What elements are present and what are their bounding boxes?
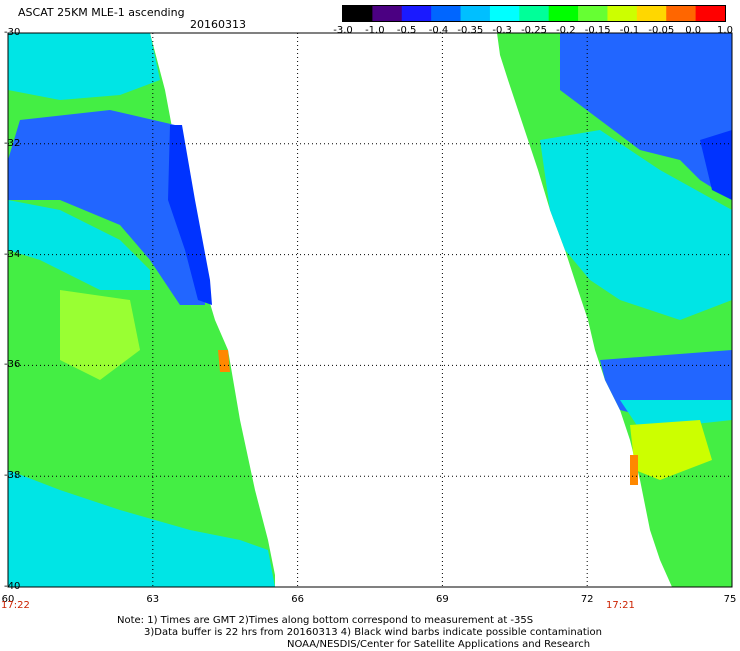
swath-right: [497, 33, 732, 587]
note-line-3: NOAA/NESDIS/Center for Satellite Applica…: [287, 639, 591, 650]
colorbar-swatch: [578, 6, 608, 21]
colorbar-label: -3.0: [333, 25, 353, 36]
colorbar-label: -1.0: [365, 25, 385, 36]
y-axis-label: -34: [4, 248, 21, 260]
colorbar-label: -0.35: [457, 25, 484, 36]
colorbar-swatch: [519, 6, 550, 21]
colorbar-label: -0.15: [584, 25, 611, 36]
colorbar-label: 1.0: [717, 25, 733, 36]
colorbar-swatch: [695, 6, 725, 21]
x-axis-label: 75: [723, 594, 737, 605]
time-right: 17:21: [606, 600, 635, 611]
note-line-2: 3)Data buffer is 22 hrs from 20160313 4)…: [144, 627, 602, 638]
y-axis-label: -40: [4, 581, 21, 592]
colorbar-label: -0.4: [428, 25, 449, 36]
colorbar-label: -0.1: [619, 25, 640, 36]
colorbar-label: -0.25: [521, 25, 547, 36]
time-left: 17:22: [1, 600, 30, 611]
colorbar-label: -0.2: [556, 25, 576, 36]
colorbar-swatch: [431, 6, 462, 21]
colorbar-label: -0.3: [492, 25, 512, 36]
colorbar-swatch: [343, 6, 373, 21]
x-axis-label: 72: [580, 594, 594, 605]
colorbar-swatch: [666, 6, 697, 21]
colorbar-swatch: [460, 6, 491, 21]
map-title: ASCAT 25KM MLE-1 ascending: [18, 6, 185, 19]
note-line-1: Note: 1) Times are GMT 2)Times along bot…: [117, 615, 534, 626]
x-axis-label: 60: [1, 594, 15, 605]
colorbar-swatch: [372, 6, 403, 21]
x-axis-label: 69: [436, 594, 449, 605]
y-axis-label: -38: [4, 470, 21, 482]
y-axis-label: -36: [4, 359, 21, 371]
colorbar-swatch: [401, 6, 432, 21]
colorbar: [342, 5, 726, 22]
colorbar-label: 0.0: [685, 25, 702, 36]
y-axis-label: -32: [4, 137, 21, 149]
colorbar-label: -0.5: [396, 25, 417, 36]
map-date: 20160313: [190, 18, 246, 31]
swath-left: [8, 33, 275, 587]
x-axis-label: 63: [146, 594, 160, 605]
colorbar-swatch: [607, 6, 638, 21]
y-axis-label: -30: [4, 27, 21, 38]
colorbar-swatch: [489, 6, 520, 21]
colorbar-swatch: [636, 6, 667, 21]
colorbar-swatch: [548, 6, 579, 21]
x-axis-label: 66: [291, 594, 304, 605]
footnote: Note: 1) Times are GMT 2)Times along bot…: [117, 615, 602, 651]
grid-lines: [8, 33, 732, 587]
plot-frame: [7, 32, 733, 588]
colorbar-label: -0.05: [648, 25, 675, 36]
